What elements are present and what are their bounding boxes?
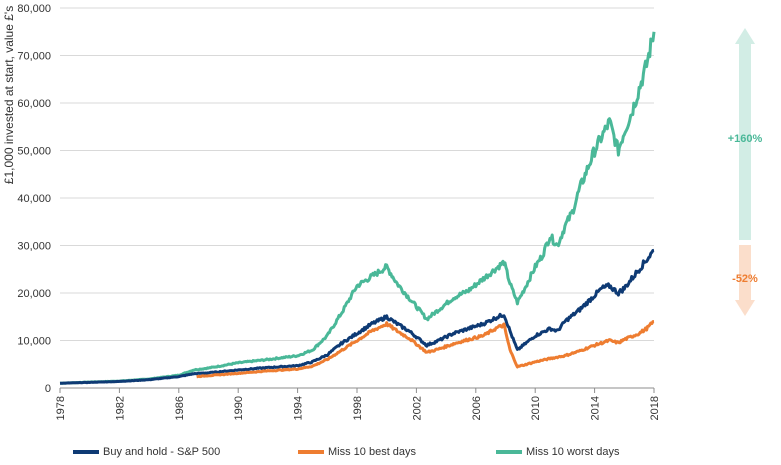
y-tick-label: 40,000 bbox=[17, 193, 51, 205]
legend-label: Buy and hold - S&P 500 bbox=[103, 446, 221, 458]
x-tick-label: 1986 bbox=[174, 396, 186, 420]
annotation-label: -52% bbox=[732, 273, 758, 285]
y-tick-label: 0 bbox=[45, 383, 51, 395]
legend-label: Miss 10 worst days bbox=[526, 446, 620, 458]
legend-label: Miss 10 best days bbox=[328, 446, 417, 458]
line-chart: 0 10,000 20,000 30,000 40,000 50,000 60,000 70,… bbox=[2, 3, 763, 420]
legend-item-miss-worst: Miss 10 worst days bbox=[496, 446, 620, 458]
y-tick-label: 80,000 bbox=[17, 3, 51, 15]
x-tick-label: 1994 bbox=[293, 396, 305, 420]
x-tick-label: 2014 bbox=[590, 396, 602, 420]
series-line bbox=[59, 31, 656, 385]
annotations: +160% -52% bbox=[728, 28, 763, 316]
legend-item-buy-and-hold: Buy and hold - S&P 500 bbox=[73, 446, 220, 458]
y-tick-label: 10,000 bbox=[17, 336, 51, 348]
x-axis: 1978 1982 1986 1990 1994 1998 2002 2006 2010 2014… bbox=[55, 388, 661, 420]
y-axis-label: £1,000 invested at start, value £'s bbox=[2, 6, 16, 184]
x-tick-label: 2010 bbox=[530, 396, 542, 420]
series-line bbox=[196, 320, 655, 379]
up-arrow bbox=[735, 28, 755, 240]
y-tick-label: 20,000 bbox=[17, 288, 51, 300]
y-tick-label: 60,000 bbox=[17, 98, 51, 110]
annotation-label: +160% bbox=[728, 133, 763, 145]
x-tick-label: 1982 bbox=[114, 396, 126, 420]
x-tick-label: 1978 bbox=[55, 396, 67, 420]
x-tick-label: 2006 bbox=[471, 396, 483, 420]
y-axis-ticks: 0 10,000 20,000 30,000 40,000 50,000 60,000 70,… bbox=[17, 3, 51, 395]
legend-item-miss-best: Miss 10 best days bbox=[298, 446, 416, 458]
down-arrow bbox=[735, 245, 755, 316]
x-tick-label: 2002 bbox=[411, 396, 423, 420]
y-tick-label: 30,000 bbox=[17, 241, 51, 253]
x-tick-label: 2018 bbox=[649, 396, 661, 420]
y-tick-label: 70,000 bbox=[17, 51, 51, 63]
x-tick-label: 1998 bbox=[352, 396, 364, 420]
y-tick-label: 50,000 bbox=[17, 146, 51, 158]
gridlines bbox=[60, 7, 654, 389]
x-tick-label: 1990 bbox=[233, 396, 245, 420]
legend: Buy and hold - S&P 500 Miss 10 best days… bbox=[0, 446, 781, 464]
series-line bbox=[59, 248, 655, 385]
legend-swatch bbox=[496, 450, 522, 454]
series-lines bbox=[59, 31, 656, 385]
legend-swatch bbox=[73, 450, 99, 454]
legend-swatch bbox=[298, 450, 324, 454]
